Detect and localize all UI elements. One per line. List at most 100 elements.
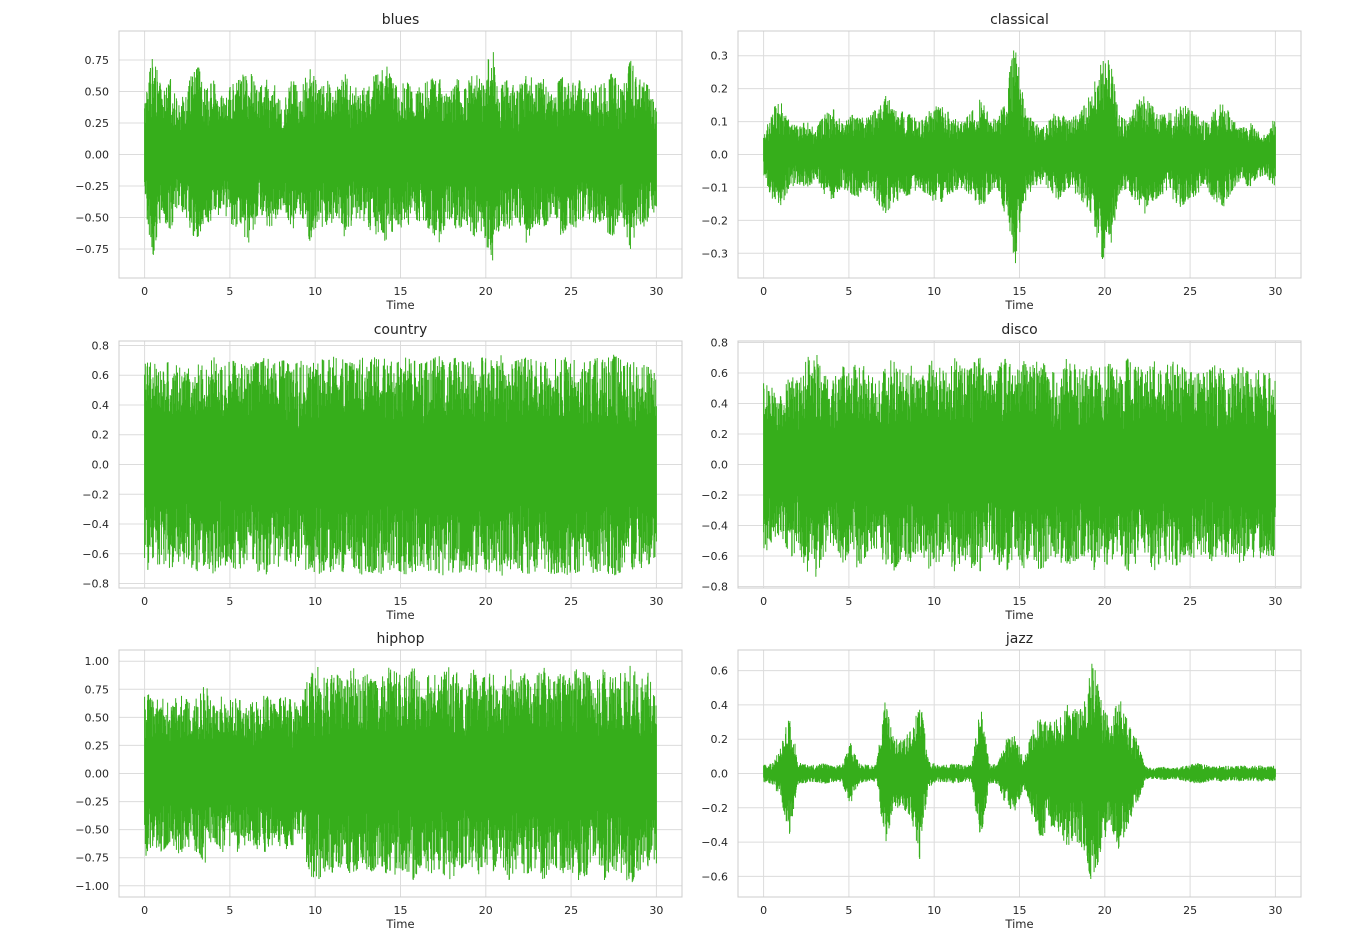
y-tick-label: −0.25 — [75, 796, 109, 809]
y-tick-label: −0.25 — [75, 180, 109, 193]
x-tick-label: 30 — [649, 595, 663, 608]
y-tick-label: −0.3 — [701, 247, 728, 260]
x-tick-label: 30 — [1268, 904, 1282, 917]
y-tick-label: 0.2 — [711, 733, 729, 746]
x-tick-label: 25 — [564, 904, 578, 917]
x-tick-label: 10 — [308, 285, 322, 298]
y-tick-label: −0.8 — [82, 578, 109, 591]
y-tick-label: 0.25 — [85, 117, 110, 130]
x-tick-label: 30 — [649, 285, 663, 298]
axes-frame — [737, 649, 1302, 898]
y-tick-label: 0.4 — [92, 399, 110, 412]
x-tick-label: 0 — [760, 595, 767, 608]
x-tick-label: 20 — [479, 904, 493, 917]
y-tick-label: 0.25 — [85, 739, 110, 752]
x-tick-label: 0 — [760, 904, 767, 917]
waveform-series — [763, 354, 1276, 577]
x-tick-label: 15 — [1013, 904, 1027, 917]
chart-panel-blues: 0 5 10 15 20 25 30 0.75 0.50 0.25 0.00 −0.25 −0.50 −0… — [75, 12, 683, 312]
chart-panel-hiphop: 0 5 10 15 20 25 30 1.00 0.75 0.50 0.25 0.00 −0.25 −0.… — [75, 631, 683, 931]
x-tick-label: 5 — [845, 595, 852, 608]
x-tick-label: 5 — [845, 285, 852, 298]
y-tick-label: −0.2 — [701, 214, 728, 227]
chart-panel-country: 0 5 10 15 20 25 30 0.8 0.6 0.4 0.2 0.0 −0.2 −0.4 −0.6 −… — [82, 322, 683, 622]
x-tick-label: 10 — [927, 285, 941, 298]
y-tick-label: −0.6 — [701, 550, 728, 563]
y-tick-label: 0.00 — [85, 768, 110, 781]
y-tick-label: 0.0 — [711, 768, 729, 781]
chart-title: classical — [990, 12, 1049, 28]
y-tick-label: 0.6 — [711, 665, 729, 678]
y-tick-label: 0.8 — [711, 337, 729, 350]
y-tick-label: −0.2 — [82, 488, 109, 501]
x-tick-label: 15 — [394, 595, 408, 608]
y-tick-label: 0.75 — [85, 54, 110, 67]
x-tick-label: 5 — [226, 285, 233, 298]
chart-title: country — [374, 322, 428, 338]
axes-frame — [118, 649, 683, 898]
y-tick-label: −0.50 — [75, 824, 109, 837]
y-tick-label: 0.6 — [92, 369, 110, 382]
y-tick-label: 0.1 — [711, 116, 729, 129]
y-tick-label: −0.6 — [701, 870, 728, 883]
x-tick-label: 5 — [845, 904, 852, 917]
x-tick-label: 15 — [394, 904, 408, 917]
x-tick-label: 20 — [1098, 285, 1112, 298]
axes-frame — [737, 30, 1302, 279]
y-tick-label: 0.0 — [711, 149, 729, 162]
y-tick-label: 0.4 — [711, 398, 729, 411]
y-tick-label: 0.50 — [85, 85, 110, 98]
y-tick-label: 0.6 — [711, 367, 729, 380]
x-tick-label: 15 — [394, 285, 408, 298]
chart-title: jazz — [1005, 631, 1033, 647]
y-tick-label: 0.0 — [92, 459, 110, 472]
y-tick-label: −0.4 — [701, 519, 728, 532]
y-tick-label: 0.0 — [711, 459, 729, 472]
y-tick-label: 0.8 — [92, 339, 110, 352]
y-tick-label: 0.50 — [85, 711, 110, 724]
x-tick-label: 20 — [1098, 904, 1112, 917]
y-tick-label: −0.2 — [701, 802, 728, 815]
chart-panel-disco: 0 5 10 15 20 25 30 0.8 0.6 0.4 0.2 0.0 −0.2 −0.4 −0.6 −… — [701, 322, 1302, 622]
x-tick-label: 20 — [1098, 595, 1112, 608]
x-tick-label: 20 — [479, 595, 493, 608]
x-tick-label: 20 — [479, 285, 493, 298]
y-tick-label: −0.4 — [701, 836, 728, 849]
axes-frame — [118, 30, 683, 279]
x-tick-label: 25 — [1183, 904, 1197, 917]
y-tick-label: −0.4 — [82, 518, 109, 531]
x-tick-label: 10 — [308, 904, 322, 917]
x-tick-label: 30 — [1268, 595, 1282, 608]
waveform-series — [763, 663, 1276, 880]
x-tick-label: 25 — [1183, 595, 1197, 608]
y-tick-label: 0.2 — [92, 429, 110, 442]
x-tick-label: 25 — [564, 285, 578, 298]
x-tick-label: 30 — [649, 904, 663, 917]
x-tick-label: 5 — [226, 904, 233, 917]
waveform-series — [144, 354, 657, 576]
x-tick-label: 0 — [141, 285, 148, 298]
x-tick-label: 5 — [226, 595, 233, 608]
x-tick-label: 10 — [308, 595, 322, 608]
y-tick-label: 1.00 — [85, 655, 110, 668]
x-axis-label: Time — [1004, 608, 1033, 622]
y-tick-label: 0.75 — [85, 683, 110, 696]
y-tick-label: −0.75 — [75, 852, 109, 865]
x-tick-label: 15 — [1013, 285, 1027, 298]
y-tick-label: −0.1 — [701, 181, 728, 194]
y-tick-label: −0.8 — [701, 580, 728, 593]
x-tick-label: 0 — [141, 904, 148, 917]
x-tick-label: 0 — [760, 285, 767, 298]
y-tick-label: −1.00 — [75, 880, 109, 893]
x-tick-label: 10 — [927, 595, 941, 608]
y-tick-label: 0.00 — [85, 149, 110, 162]
x-tick-label: 0 — [141, 595, 148, 608]
x-tick-label: 15 — [1013, 595, 1027, 608]
y-tick-label: −0.50 — [75, 212, 109, 225]
waveform-series — [144, 665, 657, 883]
chart-panel-classical: 0 5 10 15 20 25 30 0.3 0.2 0.1 0.0 −0.1 −0.2 −0.3 clas… — [701, 12, 1302, 312]
y-tick-label: 0.2 — [711, 83, 729, 96]
y-tick-label: −0.75 — [75, 243, 109, 256]
x-tick-label: 10 — [927, 904, 941, 917]
